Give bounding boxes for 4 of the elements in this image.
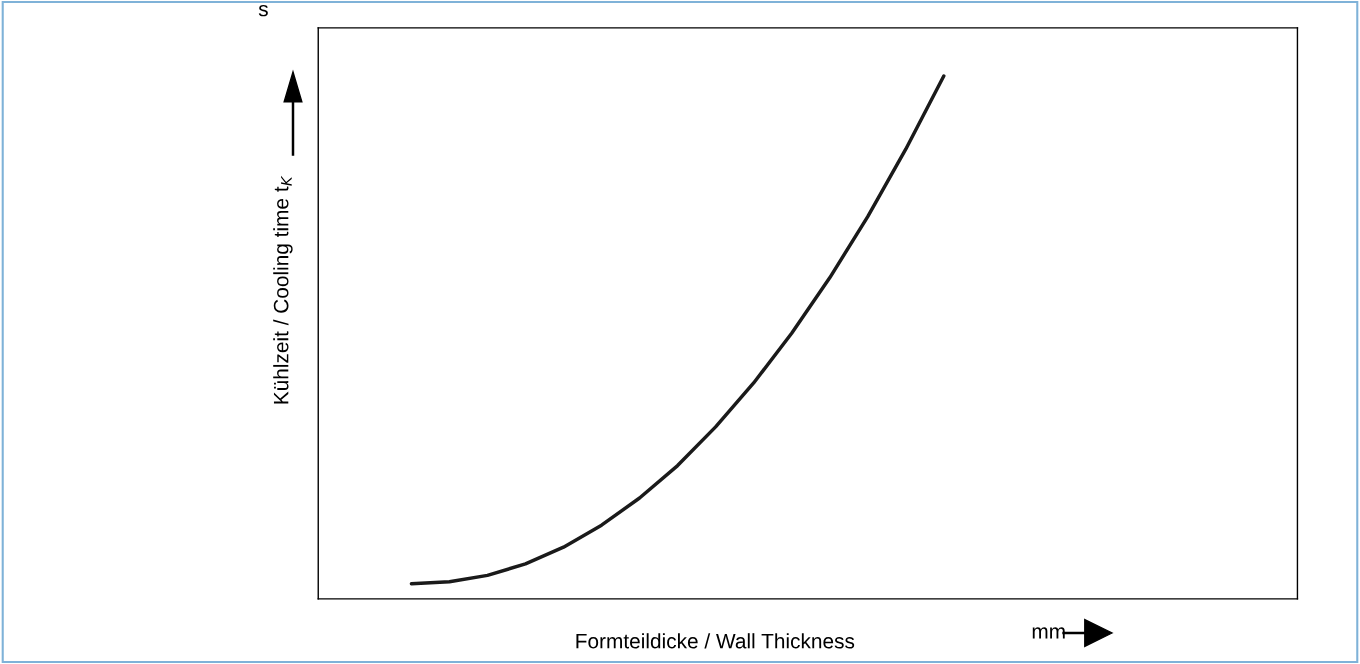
text: s [258,4,268,17]
x-axis-title: Formteildicke / Wall Thickness [576,633,855,649]
text: mm [1032,627,1065,639]
y-axis-title: Kühlzeit / Cooling time t$_{K}$ [273,175,293,404]
